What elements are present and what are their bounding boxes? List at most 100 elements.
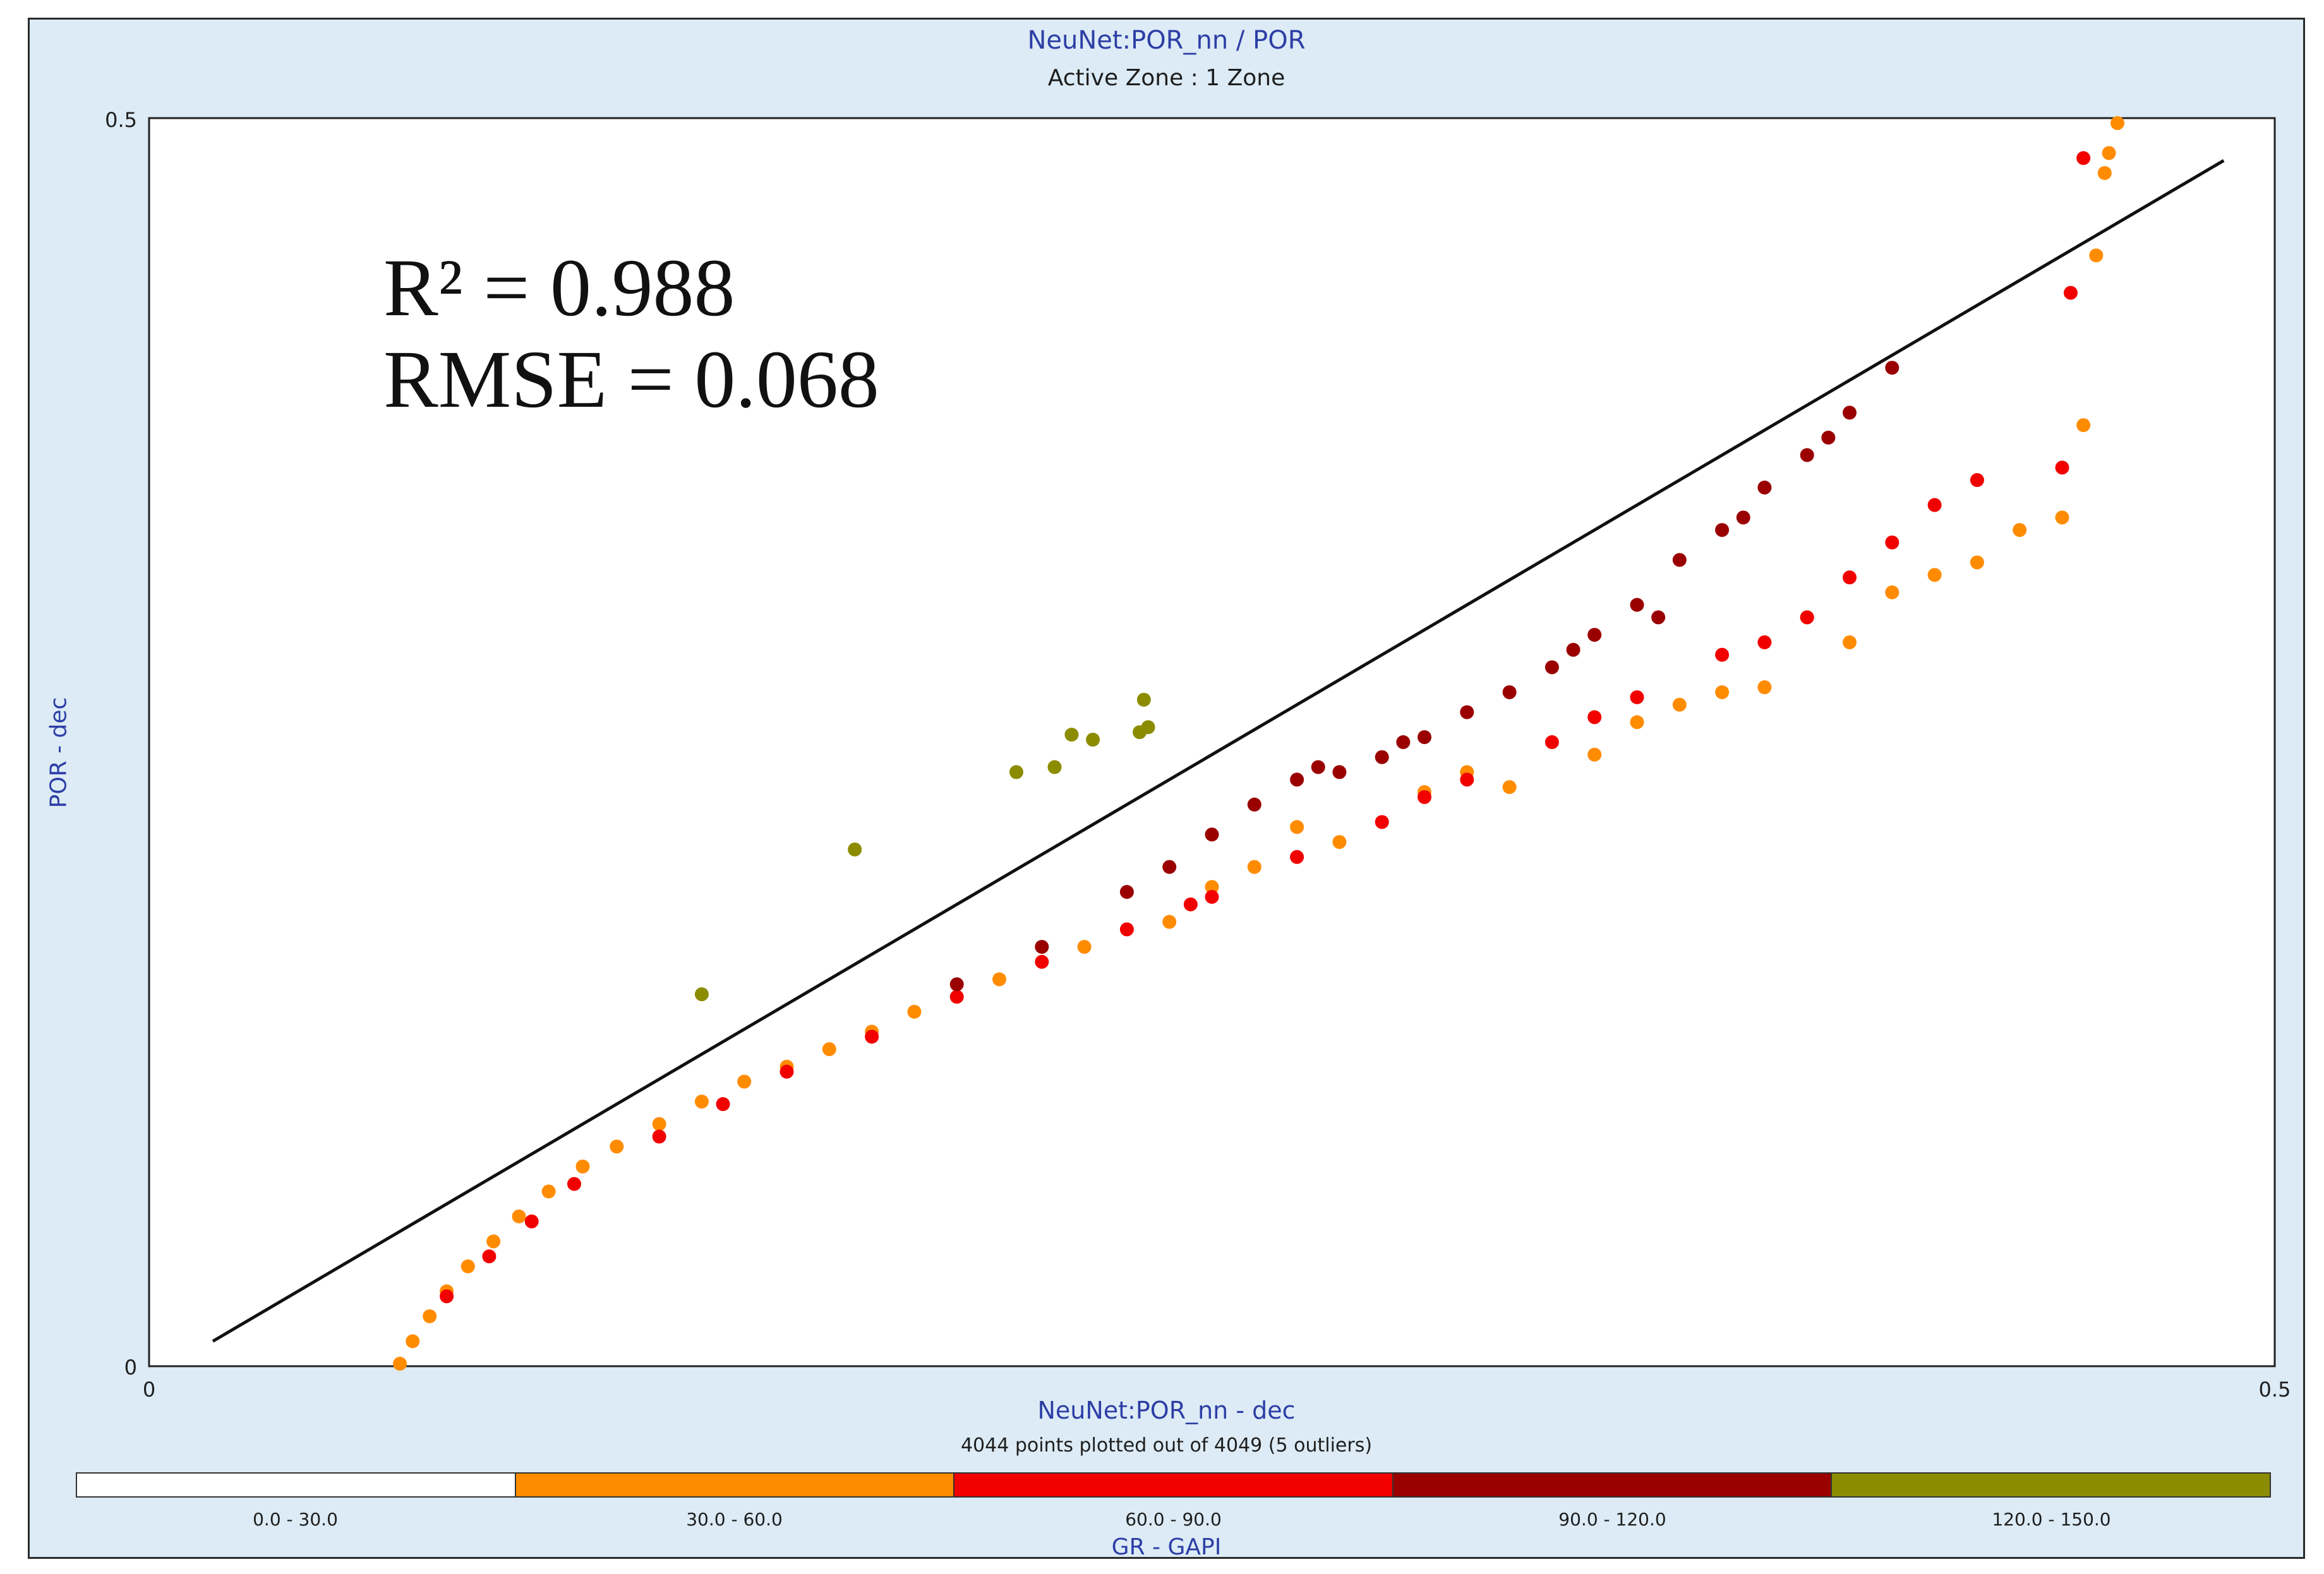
- data-point: [652, 1117, 666, 1131]
- data-point: [1375, 750, 1389, 764]
- data-point: [2089, 248, 2104, 263]
- data-point: [1630, 715, 1644, 730]
- colorbar-class-label: 0.0 - 30.0: [253, 1509, 338, 1530]
- colorbar-segment: [954, 1474, 1394, 1496]
- y-tick-top: 0.5: [105, 108, 137, 132]
- data-point: [1630, 598, 1644, 612]
- data-point: [1247, 797, 1261, 812]
- colorbar-class-label: 120.0 - 150.0: [1992, 1509, 2111, 1530]
- data-point: [2076, 151, 2091, 165]
- data-point: [1141, 720, 1155, 735]
- data-point: [482, 1249, 497, 1264]
- data-point: [1672, 697, 1687, 712]
- data-point: [1064, 728, 1079, 742]
- rmse-annotation: RMSE = 0.068: [383, 334, 879, 425]
- data-point: [423, 1309, 437, 1323]
- data-point: [1086, 733, 1100, 747]
- data-point: [1460, 705, 1474, 719]
- data-point: [1843, 570, 1857, 585]
- colorbar-segment: [1832, 1474, 2270, 1496]
- data-point: [1162, 915, 1177, 929]
- colorbar-title: GR - GAPI: [1111, 1534, 1222, 1560]
- data-point: [1375, 815, 1389, 829]
- data-point: [406, 1334, 420, 1349]
- data-point: [1418, 730, 1431, 745]
- data-point: [461, 1259, 475, 1273]
- colorbar-class-label: 30.0 - 60.0: [686, 1509, 783, 1530]
- data-point: [2110, 116, 2124, 130]
- plot-window: NeuNet:POR_nn / POR Active Zone : 1 Zone…: [28, 18, 2305, 1560]
- data-point: [1651, 610, 1666, 625]
- data-point: [1736, 510, 1750, 525]
- points-layer: [393, 116, 2124, 1371]
- data-point: [848, 842, 862, 856]
- data-point: [1843, 635, 1857, 649]
- data-point: [1290, 772, 1304, 787]
- data-point: [440, 1289, 454, 1304]
- data-point: [1970, 473, 1984, 488]
- data-point: [822, 1042, 836, 1057]
- data-point: [1119, 922, 1134, 937]
- plot-area: [148, 117, 2276, 1367]
- data-point: [1047, 760, 1062, 774]
- data-point: [1715, 523, 1730, 538]
- data-point: [1460, 772, 1474, 787]
- data-point: [486, 1234, 501, 1249]
- x-axis-label: NeuNet:POR_nn - dec: [1037, 1397, 1296, 1424]
- data-point: [949, 977, 964, 992]
- data-point: [1396, 735, 1411, 749]
- data-point: [575, 1159, 590, 1174]
- data-point: [524, 1214, 539, 1229]
- data-point: [1927, 568, 1942, 582]
- data-point: [1418, 790, 1431, 804]
- colorbar-segment: [77, 1474, 516, 1496]
- data-point: [1162, 860, 1177, 874]
- data-point: [716, 1097, 730, 1112]
- data-point: [694, 1095, 709, 1109]
- data-point: [1332, 765, 1347, 779]
- colorbar-class-label: 90.0 - 120.0: [1558, 1509, 1666, 1530]
- data-point: [737, 1074, 752, 1089]
- data-point: [1502, 780, 1517, 795]
- data-point: [512, 1209, 526, 1223]
- y-tick-bottom: 0: [124, 1355, 137, 1379]
- x-tick-left: 0: [143, 1378, 155, 1402]
- colorbar-labels: 0.0 - 30.0 30.0 - 60.0 60.0 - 90.0 90.0 …: [76, 1509, 2271, 1530]
- chart-subtitle: Active Zone : 1 Zone: [1047, 65, 1285, 91]
- data-point: [1800, 610, 1814, 625]
- data-point: [949, 990, 964, 1004]
- scatter-plot: 0.5 0 0 0.5: [105, 108, 2291, 1402]
- colorbar-segment: [1393, 1474, 1833, 1496]
- data-point: [1502, 685, 1517, 699]
- data-point: [907, 1004, 922, 1019]
- data-point: [1715, 685, 1730, 699]
- data-point: [1544, 735, 1559, 749]
- data-point: [1885, 535, 1900, 550]
- data-point: [2013, 523, 2027, 538]
- data-point: [780, 1064, 794, 1079]
- data-point: [1800, 448, 1814, 462]
- data-point: [1630, 690, 1644, 704]
- data-point: [992, 972, 1006, 987]
- x-tick-right: 0.5: [2259, 1378, 2291, 1402]
- data-point: [1885, 585, 1900, 599]
- data-point: [1566, 642, 1580, 657]
- data-point: [1290, 850, 1304, 864]
- data-point: [1290, 820, 1304, 834]
- data-point: [2055, 510, 2069, 525]
- data-point: [567, 1177, 581, 1191]
- points-plotted-note: 4044 points plotted out of 4049 (5 outli…: [960, 1434, 1373, 1457]
- data-point: [1672, 553, 1687, 567]
- data-point: [1183, 897, 1198, 911]
- data-point: [1587, 710, 1602, 724]
- data-point: [2076, 418, 2091, 433]
- data-point: [1311, 760, 1325, 774]
- chart-title: NeuNet:POR_nn / POR: [1027, 26, 1306, 55]
- data-point: [1205, 890, 1219, 904]
- data-point: [1544, 660, 1559, 675]
- data-point: [1927, 498, 1942, 512]
- data-point: [1587, 628, 1602, 642]
- data-point: [652, 1129, 666, 1144]
- trend-line: [212, 159, 2225, 1343]
- gr-colorbar: [76, 1472, 2271, 1498]
